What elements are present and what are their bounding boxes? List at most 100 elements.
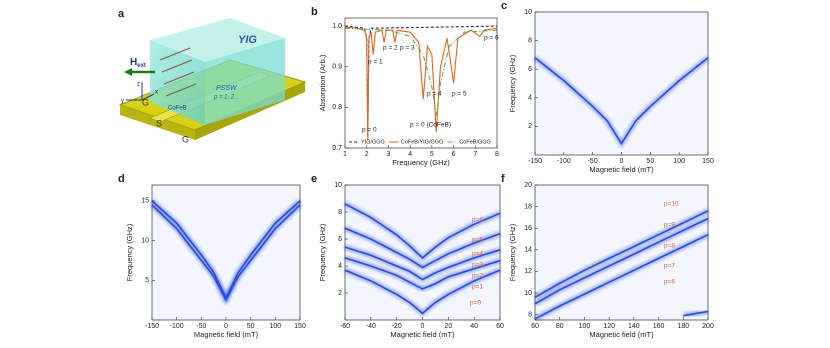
annotation: p = 5	[452, 91, 467, 98]
annotation: p = 4	[427, 91, 442, 98]
y-tick-label: 20	[524, 182, 532, 189]
y-tick-label: 18	[524, 203, 532, 210]
mode-curve	[534, 210, 709, 298]
annotation: p=7	[664, 263, 675, 270]
plot-background	[535, 12, 708, 155]
y-tick-label: 5	[145, 277, 149, 284]
plot-background	[345, 185, 500, 320]
wave-label: PSSW	[216, 85, 238, 92]
axis-label: y	[121, 99, 124, 105]
x-axis-label: Magnetic field (mT)	[589, 165, 654, 174]
x-tick-label: 100	[579, 323, 591, 330]
annotation: p=2	[472, 273, 483, 280]
x-tick-label: -60	[340, 323, 350, 330]
field-arrowhead	[124, 68, 132, 76]
x-tick-label: 180	[677, 323, 689, 330]
mode-curve	[534, 217, 709, 305]
x-tick-label: 200	[702, 323, 714, 330]
series-line	[344, 27, 498, 116]
modes-label: p = 1, 2...	[213, 95, 239, 101]
annotation: p=9	[664, 222, 675, 229]
y-tick-label: 15	[141, 198, 149, 205]
x-tick-label: -100	[557, 158, 571, 165]
plot-frame	[344, 17, 498, 149]
plot-frame	[151, 184, 301, 321]
annotation: p=1	[472, 284, 483, 291]
annotation: p = 2	[383, 45, 398, 52]
panel-letter: f	[501, 173, 505, 185]
x-tick-label: 50	[646, 158, 654, 165]
x-tick-label: 140	[628, 323, 640, 330]
x-tick-label: -50	[196, 323, 206, 330]
axes-triad	[126, 82, 155, 101]
annotation: p = 1	[368, 59, 383, 66]
ground-label: G	[142, 97, 149, 107]
field-label: Hext	[130, 57, 146, 69]
panel-letter: a	[118, 8, 125, 20]
y-tick-label: 16	[524, 225, 532, 232]
y-axis-label: Absorption (Arb.)	[318, 54, 327, 111]
x-axis-label: Frequency (GHz)	[392, 158, 450, 167]
y-tick-label: 0.8	[332, 104, 342, 111]
signal-label: S	[156, 118, 162, 128]
x-tick-label: 100	[269, 323, 281, 330]
annotation: p=5	[472, 237, 483, 244]
series-line	[344, 26, 498, 140]
substrate-side	[120, 105, 195, 140]
x-tick-label: 40	[470, 323, 478, 330]
yig-front	[150, 40, 205, 125]
y-axis-label: Frequency (GHz)	[125, 223, 134, 281]
y-tick-label: 10	[524, 290, 532, 297]
x-tick-label: 3	[386, 151, 390, 158]
y-tick-label: 2	[338, 290, 342, 297]
x-tick-label: 150	[702, 158, 714, 165]
mode-curve	[151, 200, 301, 300]
spin-waves	[159, 47, 197, 97]
mode-curve	[683, 310, 709, 317]
x-tick-label: 60	[496, 323, 504, 330]
x-tick-label: 0	[421, 323, 425, 330]
x-axis-label: Magnetic field (mT)	[390, 330, 455, 339]
y-tick-label: 6	[528, 66, 532, 73]
x-tick-label: 160	[653, 323, 665, 330]
panel-letter: c	[501, 0, 507, 12]
annotation: p=0	[470, 300, 481, 307]
y-tick-label: 4	[338, 263, 342, 270]
y-axis-label: Frequency (GHz)	[318, 223, 327, 281]
annotation: p = 6	[484, 35, 499, 42]
y-tick-label: 8	[338, 209, 342, 216]
annotation: p=10	[664, 201, 679, 208]
x-tick-label: 5	[430, 151, 434, 158]
x-tick-label: 0	[224, 323, 228, 330]
legend-label: YIG/GGG	[361, 139, 385, 145]
x-tick-label: 20	[444, 323, 452, 330]
y-tick-label: 14	[524, 247, 532, 254]
annotation: p=4	[472, 251, 483, 258]
panel-letter: b	[311, 6, 318, 18]
y-tick-label: 10	[334, 182, 342, 189]
plot-frame	[344, 184, 501, 321]
x-axis-label: Magnetic field (mT)	[194, 330, 259, 339]
x-tick-label: 50	[247, 323, 255, 330]
x-tick-label: -100	[170, 323, 184, 330]
x-tick-label: 6	[452, 151, 456, 158]
axis-label: x	[155, 90, 158, 96]
mode-curve	[344, 246, 501, 281]
annotation: p = 3	[400, 45, 415, 52]
mode-curve	[344, 227, 501, 269]
x-tick-label: 4	[408, 151, 412, 158]
axis-label: z	[137, 82, 140, 88]
x-tick-label: 120	[603, 323, 615, 330]
plot-frame	[534, 184, 709, 321]
annotation: p=6	[664, 279, 675, 286]
x-tick-label: 0	[620, 158, 624, 165]
x-tick-label: -20	[392, 323, 402, 330]
annotation: p=3	[472, 262, 483, 269]
mode-curve	[344, 203, 501, 259]
plot-frame	[534, 11, 709, 156]
y-tick-label: 10	[141, 237, 149, 244]
x-tick-label: -50	[588, 158, 598, 165]
panel-letter: d	[118, 173, 125, 185]
x-axis-label: Magnetic field (mT)	[589, 330, 654, 339]
